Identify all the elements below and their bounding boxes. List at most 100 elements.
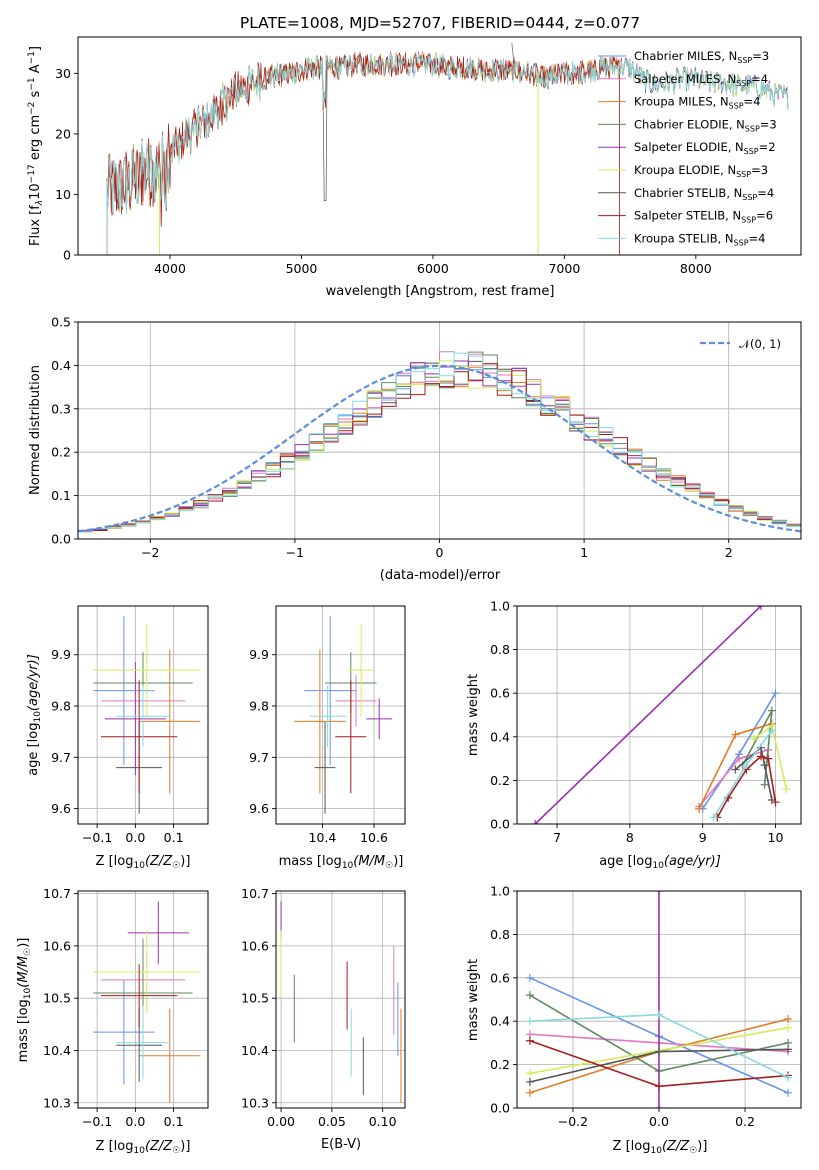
figure-title: PLATE=1008, MJD=52707, FIBERID=0444, z=0… bbox=[240, 14, 640, 32]
spectrum-xtick-label: 6000 bbox=[417, 261, 449, 276]
ebv_vs_mass-frame bbox=[275, 890, 406, 1109]
spectrum-xtick-label: 4000 bbox=[154, 261, 186, 276]
ebv_vs_mass-plot-area bbox=[280, 901, 402, 1103]
age_vs_massweight-xtick-label: 10 bbox=[768, 830, 784, 845]
spectrum-panel: 4000 5000 6000 7000 8000 0 10 20 30 bbox=[55, 36, 802, 276]
age_vs_massweight-marker-salpeter-stelib bbox=[764, 754, 773, 763]
z_vs_massweight-marker-chabrier-stelib bbox=[784, 1045, 793, 1054]
residuals-ytick-label: 0.2 bbox=[51, 445, 71, 460]
z_vs_age-xtick-label: 0.1 bbox=[164, 830, 184, 845]
z_vs_massweight-ytick-label: 0.8 bbox=[490, 927, 510, 942]
age_vs_massweight-ytick-label: 0.6 bbox=[490, 686, 510, 701]
age_vs_massweight-ytick-label: 0.4 bbox=[490, 729, 510, 744]
spectrum-plot-area bbox=[106, 43, 789, 255]
legend-label-kroupa_miles: Kroupa MILES, NSSP=4 bbox=[634, 95, 760, 111]
spectrum-ytick-label: 0 bbox=[63, 248, 71, 263]
z_vs_mass-xtick-label: 0.1 bbox=[164, 1114, 184, 1129]
residual-histogram-panel: −2 −1 0 1 2 0.0 0.1 0.2 0.3 0.4 0.5 bbox=[51, 315, 802, 560]
zw-ylabel: mass weight bbox=[466, 959, 481, 1041]
residual-hist-kroupa_stelib bbox=[78, 352, 801, 539]
age_vs_massweight-marker-salpeter-stelib bbox=[771, 798, 780, 807]
ebv_vs_mass-ytick-label: 10.5 bbox=[241, 991, 269, 1006]
spectrum-legend: Chabrier MILES, NSSP=3 Salpeter MILES, NS… bbox=[598, 49, 777, 247]
residuals-xtick-label: 1 bbox=[580, 545, 588, 560]
age_vs_massweight-marker-salpeter-elodie bbox=[756, 606, 765, 610]
z_vs_age-frame bbox=[77, 605, 209, 825]
age_vs_massweight-ytick-label: 0.2 bbox=[490, 773, 510, 788]
z_vs_mass-xtick-label: −0.1 bbox=[82, 1114, 112, 1129]
mass_vs_age-plot-area bbox=[294, 616, 393, 814]
age_vs_massweight-marker-chabrier-miles bbox=[771, 689, 780, 698]
z_vs_massweight-ytick-label: 0.2 bbox=[490, 1057, 510, 1072]
z_vs_mass-ytick-label: 10.3 bbox=[43, 1095, 71, 1110]
age_vs_massweight-marker-chabrier-stelib bbox=[731, 765, 740, 774]
age_vs_massweight-marker-kroupa-stelib bbox=[767, 726, 776, 735]
residuals-ytick-label: 0.0 bbox=[51, 532, 71, 547]
spectrum-xlabel: wavelength [Angstrom, rest frame] bbox=[326, 284, 555, 299]
age_vs_massweight-ytick-label: 0.8 bbox=[490, 642, 510, 657]
age_vs_massweight-marker-kroupa-elodie bbox=[782, 785, 791, 794]
spectrum-xtick-label: 5000 bbox=[286, 261, 318, 276]
spectrum-xtick-label: 7000 bbox=[548, 261, 580, 276]
z_vs_massweight-marker-kroupa-miles bbox=[525, 1088, 534, 1097]
zm-xlabel: Z [log10(Z/Z☉)] bbox=[96, 1139, 191, 1156]
age_vs_massweight-plot-area bbox=[531, 606, 791, 824]
z_vs_massweight-marker-chabrier-stelib bbox=[655, 1047, 663, 1056]
z-vs-age-panel: −0.1 0.0 0.1 9.6 9.7 9.8 9.9 bbox=[51, 605, 209, 845]
mass_vs_age-ytick-label: 9.6 bbox=[249, 801, 269, 816]
age_vs_massweight-marker-salpeter-stelib bbox=[756, 752, 765, 761]
z_vs_massweight-marker-salpeter-elodie bbox=[655, 891, 663, 895]
z_vs_mass-xtick-label: 0.0 bbox=[125, 1114, 145, 1129]
z_vs_massweight-plot-area bbox=[525, 891, 793, 1108]
residual-legend: 𝒩(0, 1) bbox=[700, 337, 781, 351]
z_vs_massweight-marker-chabrier-stelib bbox=[525, 1077, 534, 1086]
spectrum-feature-line bbox=[511, 43, 515, 68]
ebv_vs_mass-xtick-label: 0.10 bbox=[369, 1114, 397, 1129]
spectrum-ytick-label: 10 bbox=[55, 187, 71, 202]
spectrum-frame bbox=[77, 36, 802, 256]
age_vs_massweight-marker-salpeter-elodie bbox=[531, 820, 540, 824]
age_vs_massweight-ytick-label: 1.0 bbox=[490, 599, 510, 614]
z_vs_mass-frame bbox=[77, 890, 209, 1109]
residuals-ytick-label: 0.5 bbox=[51, 315, 71, 330]
z_vs_massweight-ytick-label: 0.6 bbox=[490, 970, 510, 985]
ebv_vs_mass-ytick-label: 10.7 bbox=[241, 886, 269, 901]
z_vs_massweight-marker-kroupa-elodie bbox=[784, 1023, 793, 1032]
spectrum-xtick-label: 8000 bbox=[680, 261, 712, 276]
z_vs_massweight-marker-kroupa-stelib bbox=[525, 1017, 534, 1026]
spectrum-ylabel: Flux [fλ10−17 erg cm−2 s−1 A−1] bbox=[27, 46, 45, 246]
aw-xlabel: age [log10(age/yr)] bbox=[599, 854, 721, 871]
z_vs_age-xtick-label: 0.0 bbox=[125, 830, 145, 845]
z_vs_massweight-marker-chabrier-elodie bbox=[525, 991, 534, 1000]
age_vs_massweight-marker-kroupa-stelib bbox=[709, 813, 718, 822]
age_vs_massweight-frame bbox=[516, 605, 802, 825]
residuals-ytick-label: 0.4 bbox=[51, 358, 71, 373]
z-vs-massweight-panel: −0.2 0.0 0.2 0.0 0.2 0.4 0.6 0.8 1.0 bbox=[490, 884, 802, 1129]
z_vs_massweight-marker-salpeter-stelib bbox=[525, 1036, 534, 1045]
age_vs_massweight-marker-kroupa-miles bbox=[731, 730, 740, 739]
mass_vs_age-xtick-label: 10.6 bbox=[360, 830, 388, 845]
z_vs_age-plot-area bbox=[93, 616, 201, 814]
spectrum-series-line-kroupa_stelib bbox=[106, 53, 789, 255]
z_vs_mass-ytick-label: 10.7 bbox=[43, 886, 71, 901]
ebv_vs_mass-xtick-label: 0.05 bbox=[318, 1114, 346, 1129]
aw-ylabel: mass weight bbox=[466, 674, 481, 756]
za-ylabel: age [log10(age/yr)] bbox=[26, 654, 43, 776]
mass-vs-age-panel: 10.4 10.6 9.6 9.7 9.8 9.9 bbox=[249, 605, 406, 845]
ebv_vs_mass-ytick-label: 10.3 bbox=[241, 1095, 269, 1110]
age_vs_massweight-marker-salpeter-miles bbox=[735, 754, 744, 763]
residual-ylabel: Normed distribution bbox=[28, 365, 43, 495]
normal-curve bbox=[78, 364, 801, 533]
z-vs-mass-panel: −0.1 0.0 0.1 10.3 10.4 10.5 10.6 10.7 bbox=[43, 886, 209, 1129]
age_vs_massweight-line-salpeter-elodie bbox=[534, 606, 762, 824]
age_vs_massweight-line-salpeter-stelib bbox=[716, 755, 777, 818]
ma-xlabel: mass [log10(M/M☉)] bbox=[279, 854, 404, 871]
z_vs_massweight-ytick-label: 0.4 bbox=[490, 1014, 510, 1029]
ebv-vs-mass-panel: 0.00 0.05 0.10 10.3 10.4 10.5 10.6 10.7 bbox=[241, 886, 406, 1129]
residuals-ytick-label: 0.3 bbox=[51, 401, 71, 416]
z_vs_massweight-ytick-label: 0.0 bbox=[490, 1101, 510, 1116]
z_vs_mass-plot-area bbox=[93, 901, 201, 1103]
legend-label-kroupa_stelib: Kroupa STELIB, NSSP=4 bbox=[634, 231, 765, 247]
age_vs_massweight-marker-chabrier-elodie bbox=[760, 780, 769, 789]
